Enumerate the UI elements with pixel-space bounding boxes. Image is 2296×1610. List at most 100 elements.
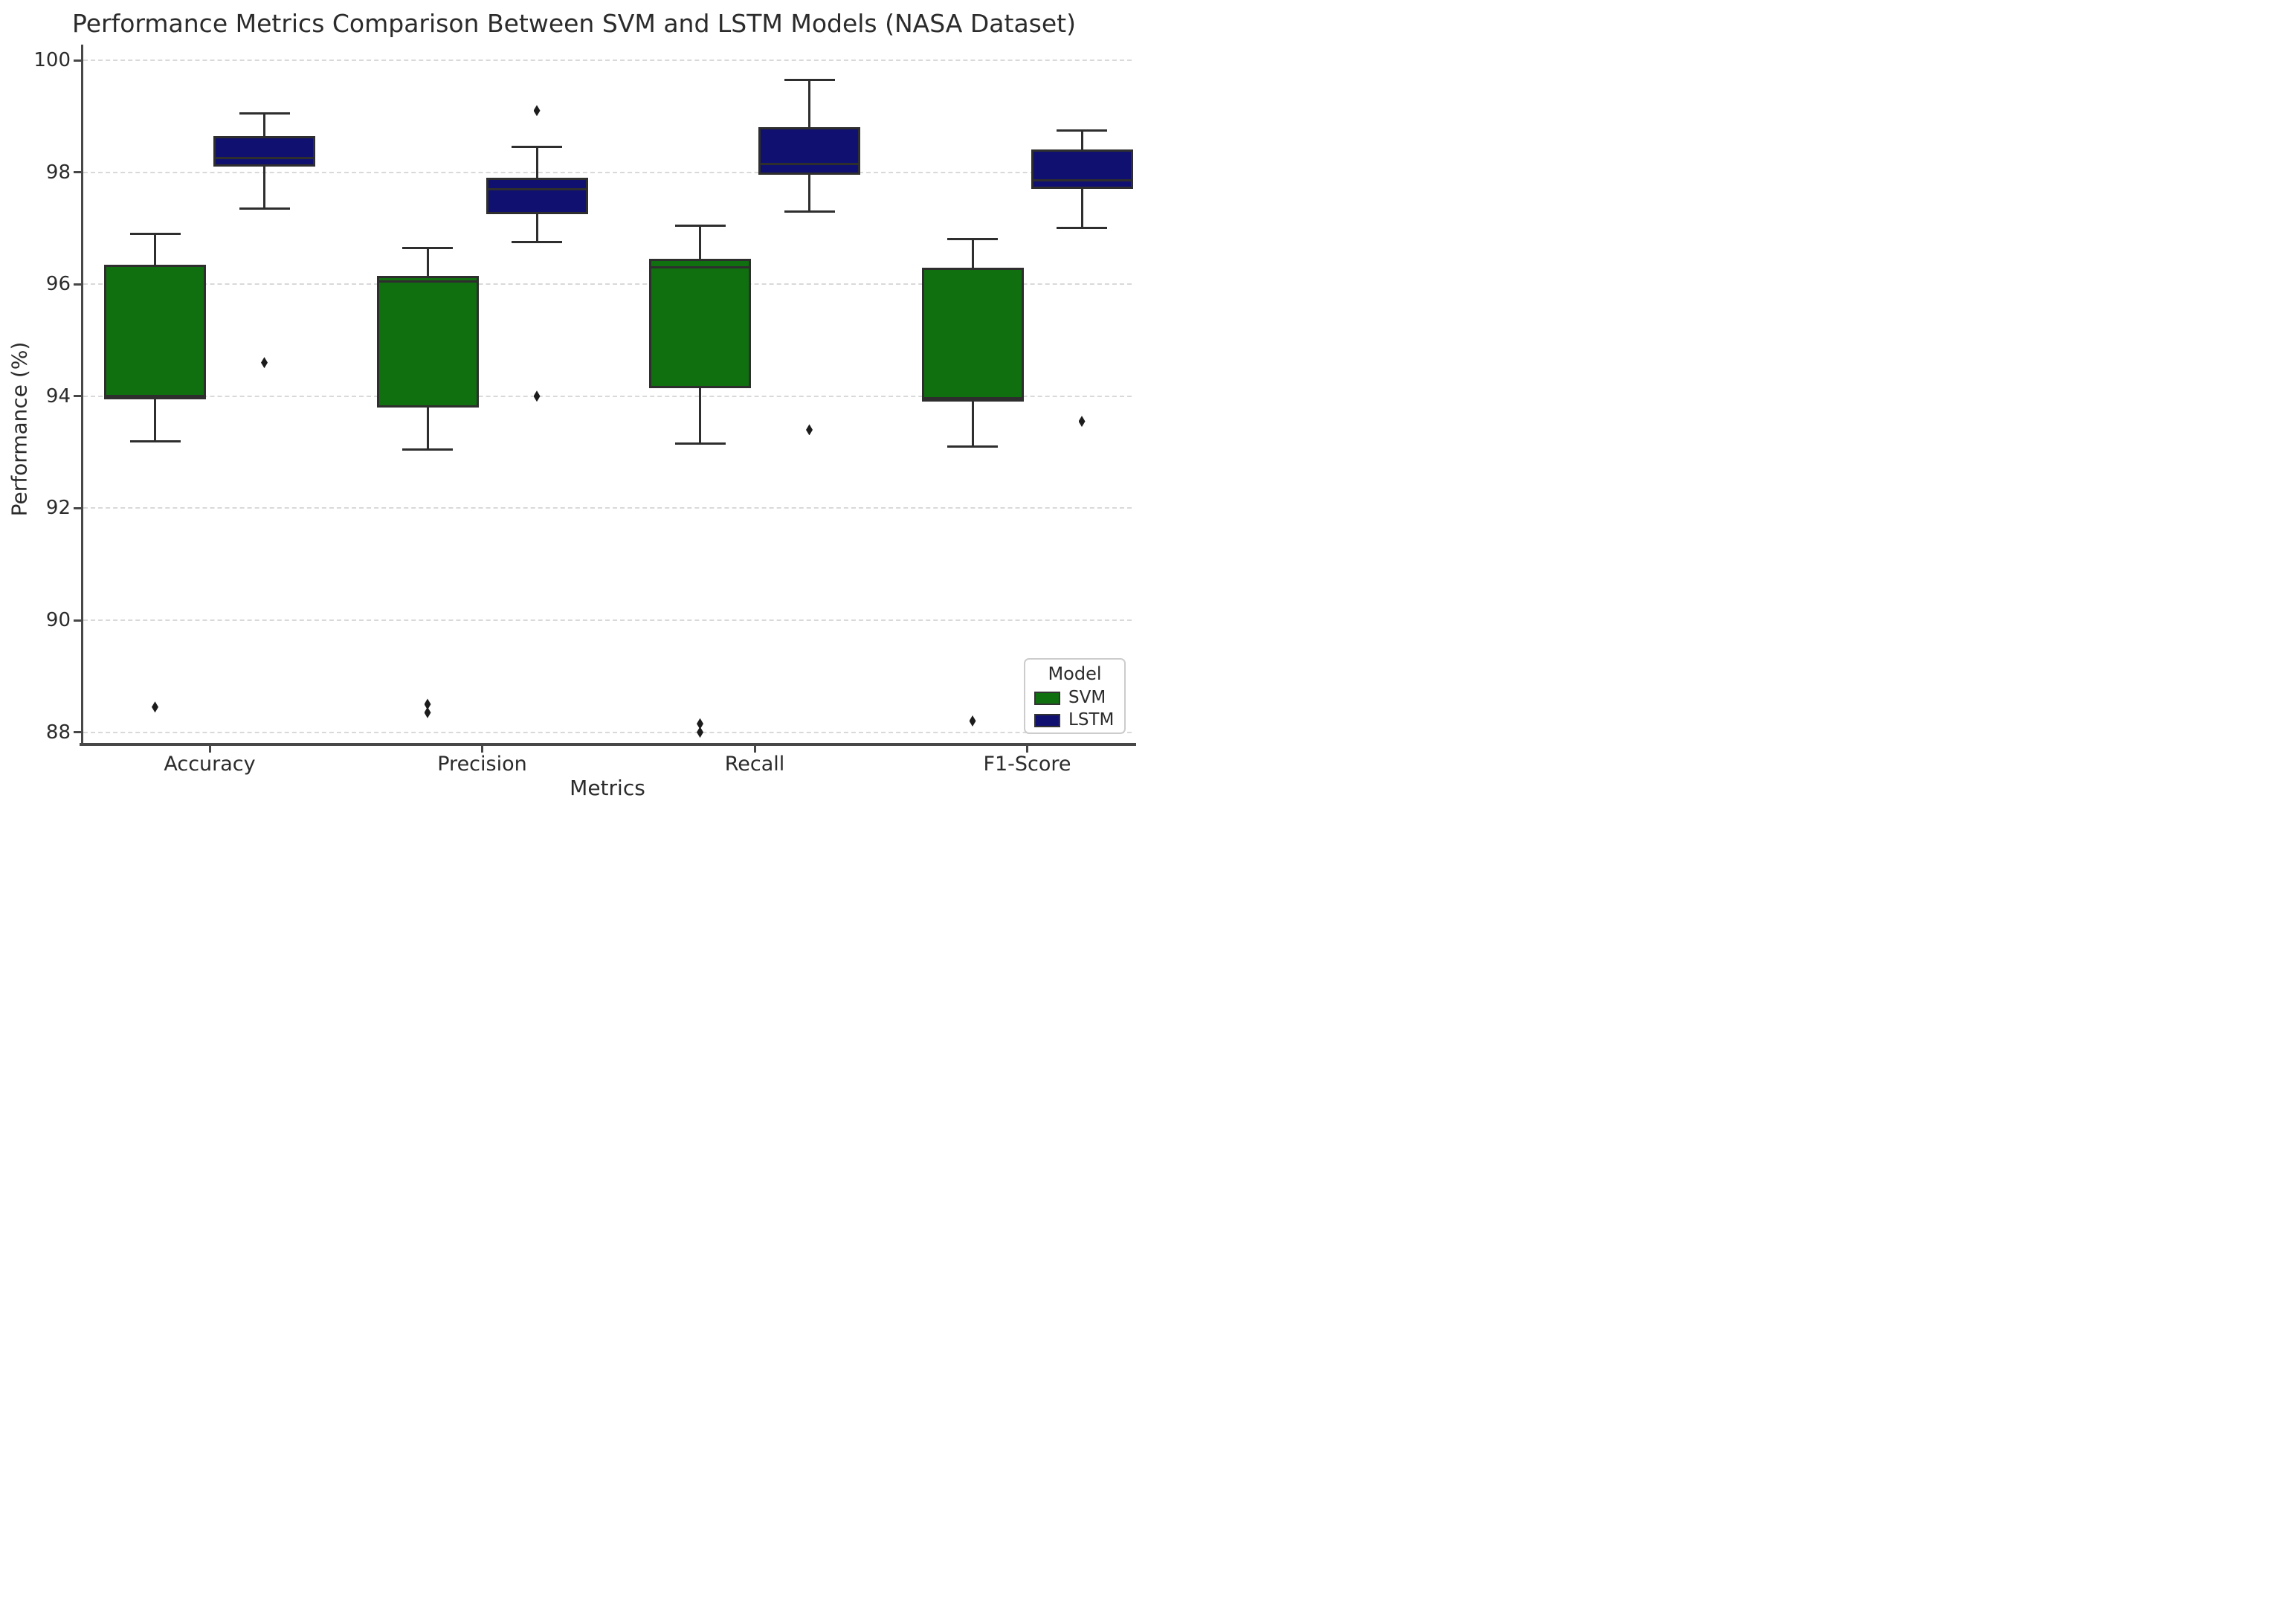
box-lstm-accuracy [213, 135, 315, 167]
outlier-diamond-lstm-precision [533, 105, 541, 117]
plot-area: 100 98 96 94 92 90 88 Accuracy Precision Recall F1… [0, 0, 1148, 805]
median-lstm-precision [488, 187, 586, 190]
x-tick-mark [481, 746, 483, 753]
x-tick-mark [208, 746, 211, 753]
box-lstm-f1-score [1031, 149, 1133, 190]
box-svm-f1-score [921, 267, 1024, 402]
legend-swatch-svm-icon [1034, 691, 1060, 705]
y-gridline [83, 507, 1132, 509]
box-lstm-precision [486, 178, 588, 215]
boxplot-figure: Performance Metrics Comparison Between S… [0, 0, 1148, 805]
legend-label-lstm: LSTM [1068, 710, 1115, 730]
y-tick-mark [74, 506, 81, 509]
outlier-diamond-svm-recall [697, 727, 703, 738]
outlier-diamond-lstm-precision [533, 390, 541, 402]
median-lstm-accuracy [216, 157, 313, 160]
y-tick-mark [74, 171, 81, 174]
whisker-cap-top-lstm-recall [784, 78, 835, 81]
y-gridline [83, 395, 1132, 397]
x-tick-mark [1026, 746, 1028, 753]
outlier-diamond-lstm-recall [806, 424, 813, 436]
y-gridline [83, 619, 1132, 621]
whisker-upper-svm-f1-score [971, 239, 974, 268]
whisker-cap-bottom-lstm-f1-score [1057, 227, 1107, 230]
whisker-upper-lstm-accuracy [263, 113, 265, 136]
y-tick-label: 92 [45, 497, 71, 520]
whisker-cap-bottom-lstm-accuracy [239, 207, 290, 210]
y-tick-label: 88 [45, 721, 71, 744]
x-tick-label-f1-score: F1-Score [983, 753, 1071, 776]
y-tick-mark [74, 619, 81, 622]
x-tick-label-precision: Precision [437, 753, 527, 776]
whisker-cap-bottom-svm-f1-score [947, 445, 998, 448]
y-tick-label: 96 [45, 273, 71, 296]
outlier-diamond-svm-accuracy [152, 701, 158, 713]
box-lstm-recall [758, 127, 860, 176]
whisker-cap-top-lstm-accuracy [239, 112, 290, 115]
x-tick-mark [753, 746, 756, 753]
y-axis-spine [81, 45, 83, 746]
whisker-lower-svm-accuracy [154, 399, 156, 442]
box-svm-precision [376, 275, 479, 408]
x-tick-label-accuracy: Accuracy [164, 753, 256, 776]
y-tick-mark [74, 395, 81, 398]
y-tick-label: 100 [33, 49, 71, 71]
whisker-cap-top-svm-recall [674, 224, 726, 227]
median-svm-f1-score [923, 396, 1022, 399]
whisker-upper-svm-recall [699, 225, 701, 260]
whisker-cap-top-svm-accuracy [129, 232, 181, 235]
median-lstm-recall [761, 162, 858, 165]
outlier-diamond-svm-f1-score [969, 715, 976, 727]
legend-swatch-lstm-icon [1034, 713, 1060, 727]
x-tick-label-recall: Recall [724, 753, 785, 776]
legend-label-svm: SVM [1068, 688, 1106, 707]
whisker-cap-bottom-lstm-recall [784, 210, 835, 213]
whisker-lower-svm-recall [699, 387, 701, 444]
box-svm-accuracy [104, 264, 206, 399]
outlier-diamond-svm-precision [424, 698, 431, 710]
y-tick-mark [74, 731, 81, 734]
whisker-cap-bottom-svm-accuracy [129, 439, 181, 442]
whisker-cap-top-lstm-precision [512, 146, 562, 149]
chart-title: Performance Metrics Comparison Between S… [72, 9, 1076, 38]
whisker-cap-top-svm-precision [402, 246, 453, 249]
whisker-upper-svm-accuracy [154, 234, 156, 265]
outlier-diamond-svm-precision [424, 706, 431, 718]
whisker-lower-lstm-f1-score [1080, 189, 1083, 228]
whisker-upper-lstm-recall [808, 80, 810, 128]
whisker-upper-lstm-precision [535, 146, 538, 178]
whisker-cap-top-lstm-f1-score [1057, 129, 1107, 132]
outlier-diamond-lstm-accuracy [261, 357, 268, 369]
legend-row-svm: SVM [1025, 689, 1124, 706]
median-svm-recall [651, 266, 749, 269]
y-gridline [83, 731, 1132, 733]
y-tick-label: 98 [45, 161, 71, 184]
x-axis-spine [80, 743, 1136, 746]
legend: Model SVM LSTM [1024, 658, 1126, 734]
whisker-lower-lstm-precision [535, 214, 538, 242]
y-tick-mark [74, 59, 81, 62]
box-svm-recall [649, 259, 751, 388]
y-tick-mark [74, 283, 81, 286]
whisker-lower-svm-f1-score [971, 402, 974, 447]
whisker-cap-bottom-lstm-precision [512, 241, 562, 244]
median-lstm-f1-score [1033, 179, 1131, 182]
legend-title: Model [1048, 663, 1102, 684]
outlier-diamond-svm-recall [697, 718, 703, 730]
outlier-diamond-lstm-f1-score [1078, 416, 1086, 428]
whisker-cap-top-svm-f1-score [947, 238, 998, 241]
whisker-lower-lstm-recall [808, 175, 810, 212]
x-axis-label: Metrics [570, 776, 645, 800]
whisker-lower-svm-precision [426, 407, 429, 450]
whisker-cap-bottom-svm-precision [402, 448, 453, 451]
y-gridline [83, 171, 1132, 173]
whisker-cap-bottom-svm-recall [674, 442, 726, 445]
median-svm-accuracy [106, 395, 204, 398]
y-gridline [83, 59, 1132, 61]
y-gridline [83, 283, 1132, 286]
median-svm-precision [378, 280, 477, 283]
y-tick-label: 94 [45, 384, 71, 408]
whisker-upper-lstm-f1-score [1080, 130, 1083, 150]
y-tick-label: 90 [45, 609, 71, 631]
legend-row-lstm: LSTM [1025, 712, 1124, 729]
